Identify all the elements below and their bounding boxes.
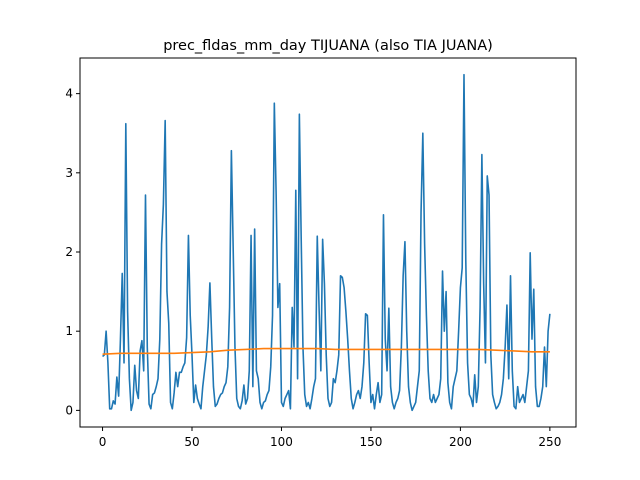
- y-tick-label: 3: [65, 166, 73, 180]
- plot-frame: [79, 57, 577, 428]
- series-layer: [102, 73, 551, 412]
- x-tick-label: 100: [270, 435, 293, 449]
- y-tick-label: 1: [65, 324, 73, 338]
- x-tick-label: 150: [359, 435, 382, 449]
- x-tick-label: 50: [184, 435, 199, 449]
- y-tick-label: 4: [65, 87, 73, 101]
- y-tick-label: 0: [65, 403, 73, 417]
- series-line-1: [102, 73, 551, 412]
- y-tick-label: 2: [65, 245, 73, 259]
- x-tick-label: 200: [449, 435, 472, 449]
- x-tick-label: 0: [99, 435, 107, 449]
- series-line-2: [102, 347, 550, 355]
- x-axis: 0 50 100 150 200 250: [99, 427, 561, 449]
- chart-title: prec_fldas_mm_day TIJUANA (also TIA JUAN…: [163, 38, 493, 54]
- x-tick-label: 250: [538, 435, 561, 449]
- y-axis: 0 1 2 3 4: [65, 87, 80, 417]
